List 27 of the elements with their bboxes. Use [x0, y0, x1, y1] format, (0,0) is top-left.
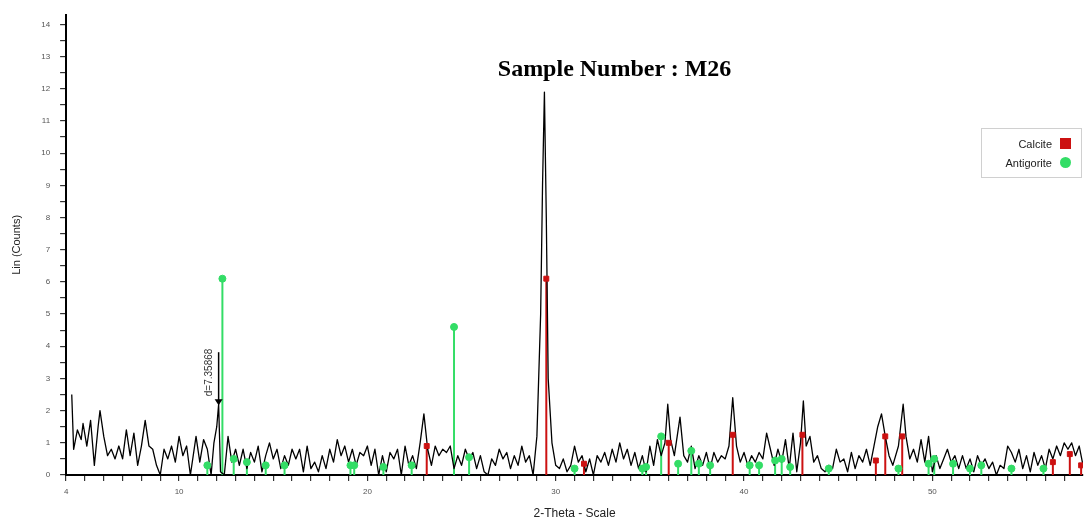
x-tick-label: 20 — [362, 487, 373, 496]
y-tick-label: 10 — [41, 148, 51, 158]
y-tick-label: 8 — [45, 212, 51, 222]
y-axis-title: Lin (Counts) — [9, 214, 22, 275]
y-tick-label: 7 — [45, 244, 51, 254]
y-tick-label: 2 — [45, 405, 51, 415]
y-tick-label: 3 — [45, 373, 51, 383]
y-tick-label: 14 — [41, 19, 51, 29]
y-tick-label: 12 — [41, 84, 51, 94]
y-tick-label: 9 — [45, 180, 51, 190]
y-tick-label: 6 — [45, 277, 51, 287]
y-tick-label: 11 — [41, 116, 51, 126]
x-tick-label: 40 — [739, 487, 750, 496]
x-tick-label: 30 — [551, 487, 561, 496]
y-tick-label: 0 — [45, 470, 51, 480]
y-tick-label: 5 — [45, 309, 51, 319]
x-tick-label: 10 — [174, 487, 185, 496]
x-tick-label: 4 — [63, 487, 69, 496]
legend-label: Calcite — [1017, 137, 1052, 150]
y-tick-label: 1 — [45, 438, 51, 448]
y-tick-label: 4 — [45, 341, 51, 351]
x-tick-label: 50 — [927, 487, 938, 496]
x-axis-title: 2-Theta - Scale — [533, 506, 616, 521]
text: Sample Number : M26 — [497, 55, 732, 82]
y-tick-label: 13 — [41, 51, 51, 61]
legend-label: Antigorite — [1004, 156, 1052, 169]
annotation: d=7.35868 — [203, 348, 215, 397]
